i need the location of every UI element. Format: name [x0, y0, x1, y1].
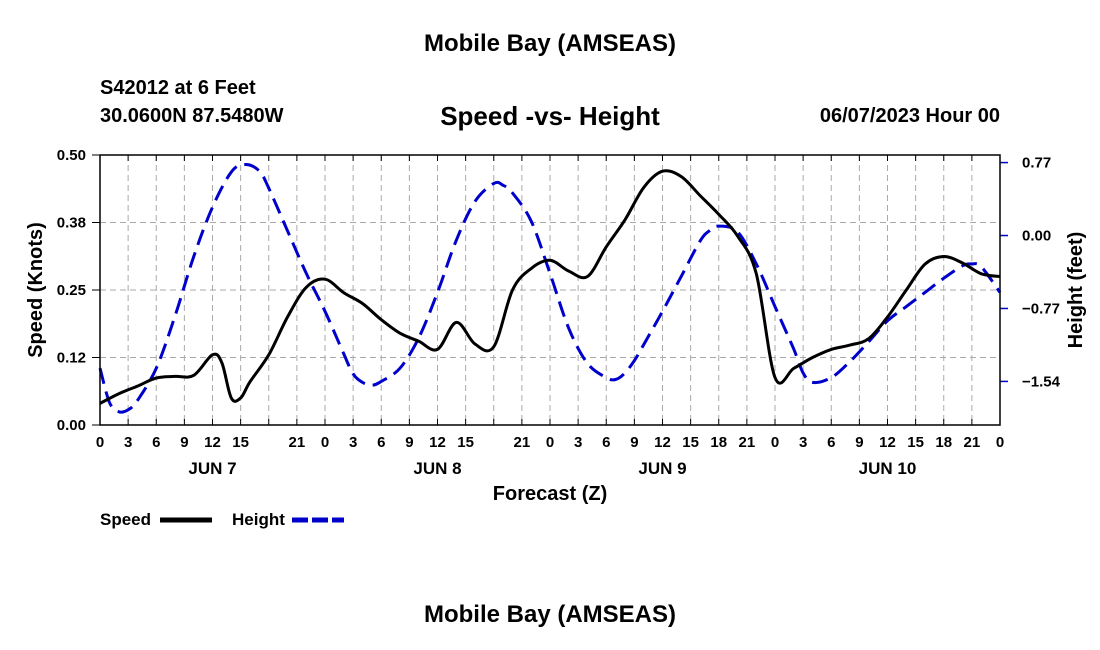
legend-height-label: Height [232, 510, 285, 529]
x-tick-label: 3 [799, 434, 807, 451]
x-axis-label: Forecast (Z) [493, 483, 607, 505]
x-tick-label: 3 [574, 434, 582, 451]
x-tick-label: 18 [935, 434, 952, 451]
x-tick-label: 21 [964, 434, 981, 451]
x-tick-label: 15 [232, 434, 249, 451]
y-tick-label: 0.50 [57, 147, 86, 164]
y-axis-label: Speed (Knots) [25, 222, 47, 358]
axes-layer: 0 3 6 9 12 15 21 0 3 6 9 12 15 21 0 3 6 9 12 15 18 21 0 3 6 9 12 15… [57, 147, 1061, 478]
x-tick-label: 21 [289, 434, 306, 451]
speed-series-line [99, 169, 1001, 405]
x-tick-label: 9 [630, 434, 638, 451]
height-series-line [98, 163, 1002, 414]
x-tick-label: 15 [907, 434, 924, 451]
y2-tick-label: 0.00 [1022, 228, 1051, 245]
x-tick-label: 12 [654, 434, 671, 451]
chart-subtitle: Speed -vs- Height [440, 101, 660, 131]
legend: Speed Height [100, 510, 344, 529]
x-tick-label: 0 [996, 434, 1004, 451]
x-tick-label: 18 [710, 434, 727, 451]
x-day-label: JUN 7 [188, 459, 236, 478]
y2-axis-label: Height (feet) [1065, 232, 1087, 349]
x-tick-label: 3 [349, 434, 357, 451]
y2-tick-label: −0.77 [1022, 300, 1060, 317]
coordinates-label: 30.0600N 87.5480W [100, 105, 284, 127]
x-tick-label: 3 [124, 434, 132, 451]
legend-speed-label: Speed [100, 510, 151, 529]
y-tick-label: 0.12 [57, 350, 86, 367]
y-tick-label: 0.38 [57, 215, 86, 232]
forecast-datetime: 06/07/2023 Hour 00 [819, 105, 1000, 127]
y-tick-label: 0.25 [57, 282, 86, 299]
x-tick-label: 6 [827, 434, 835, 451]
y2-tick-label: 0.77 [1022, 155, 1051, 172]
footer-title: Mobile Bay (AMSEAS) [423, 601, 677, 628]
x-tick-label: 0 [546, 434, 554, 451]
x-tick-label: 6 [602, 434, 610, 451]
x-tick-label: 15 [682, 434, 699, 451]
x-tick-label: 0 [96, 434, 104, 451]
x-tick-label: 12 [879, 434, 896, 451]
grid-layer [100, 155, 1000, 425]
x-tick-label: 0 [771, 434, 779, 451]
x-day-label: JUN 10 [859, 459, 917, 478]
x-tick-label: 6 [377, 434, 385, 451]
x-tick-label: 9 [180, 434, 188, 451]
main-title: Mobile Bay (AMSEAS) [423, 30, 677, 57]
y2-tick-label: −1.54 [1022, 373, 1061, 390]
x-tick-label: 21 [514, 434, 531, 451]
x-day-label: JUN 8 [413, 459, 461, 478]
plot-frame [99, 154, 1001, 426]
station-label: S42012 at 6 Feet [100, 77, 256, 99]
x-tick-label: 9 [855, 434, 863, 451]
x-tick-label: 9 [405, 434, 413, 451]
x-tick-label: 12 [429, 434, 446, 451]
y-tick-label: 0.00 [57, 417, 86, 434]
x-tick-label: 12 [204, 434, 221, 451]
x-day-label: JUN 9 [638, 459, 686, 478]
x-tick-label: 0 [321, 434, 329, 451]
x-tick-label: 15 [457, 434, 474, 451]
x-tick-label: 21 [739, 434, 756, 451]
x-tick-label: 6 [152, 434, 160, 451]
